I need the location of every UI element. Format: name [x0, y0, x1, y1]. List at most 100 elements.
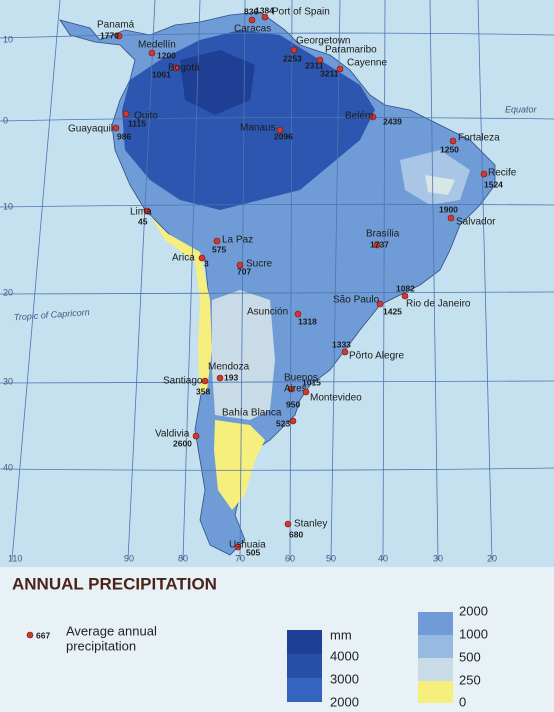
city-dot [302, 388, 310, 396]
city-value: 1524 [484, 179, 503, 189]
semi-arid [212, 290, 275, 420]
very-wet-zone [180, 50, 255, 115]
city-name: Aires [284, 384, 307, 395]
city-dot [373, 241, 381, 249]
city-value: 2096 [274, 131, 293, 141]
city-value: 1015 [302, 377, 321, 387]
meridian [239, 0, 246, 561]
city-name: Arica [172, 253, 195, 264]
legend-label: 3000 [330, 671, 359, 686]
city-dot [172, 64, 180, 72]
lat-label: 10 [3, 34, 13, 44]
city-value: 680 [289, 529, 303, 539]
swatch [418, 612, 453, 635]
city-value: 1770 [100, 30, 119, 40]
city-name: Asunción [247, 307, 288, 318]
swatch [418, 658, 453, 681]
city-value: 505 [246, 547, 260, 557]
meridian [289, 0, 293, 561]
city-dot [192, 432, 200, 440]
city-value: 1082 [396, 283, 415, 293]
legend-label: 0 [459, 694, 466, 709]
swatch [287, 654, 322, 678]
city-name: Paramaribo [325, 45, 377, 56]
city-dot [336, 65, 344, 73]
legend-title: ANNUAL PRECIPITATION [12, 574, 217, 593]
city-dot [284, 520, 292, 528]
meridian [127, 0, 156, 561]
patagonia-dry [214, 420, 265, 510]
city-dot [401, 292, 409, 300]
lat-label: 0 [3, 115, 8, 125]
city-dot [316, 56, 324, 64]
sample-dot [26, 631, 34, 639]
city-name: Rio de Janeiro [406, 299, 471, 310]
parallel [0, 32, 554, 39]
city-name: Montevideo [310, 393, 362, 404]
equator-label: Equator [505, 104, 538, 114]
city-name: Panamá [97, 20, 135, 31]
lon-label: 90 [124, 553, 134, 563]
legend-label: 2000 [459, 603, 488, 618]
city-dot [294, 310, 302, 318]
city-dot [369, 113, 377, 121]
city-name: Guayaquil [68, 124, 113, 135]
city-name: Manaus [240, 123, 276, 134]
meridian [429, 0, 439, 561]
city-dot [122, 110, 130, 118]
city-value: 1250 [440, 144, 459, 154]
city-value: 1318 [298, 316, 317, 326]
lon-label: 30 [433, 553, 443, 563]
city-dot [112, 124, 120, 132]
city-dot [376, 300, 384, 308]
city-dot [290, 46, 298, 54]
city-name: Fortaleza [458, 133, 500, 144]
sample-text: precipitation [66, 638, 136, 653]
city-value: 1200 [157, 50, 176, 60]
city-name: Santiago [163, 376, 203, 387]
city-value: 836 [244, 6, 258, 16]
meridian [182, 0, 201, 561]
city-name: Georgetown [296, 36, 350, 47]
legend-label: 4000 [330, 648, 359, 663]
city-value: 2439 [383, 116, 402, 126]
meridian [11, 0, 61, 561]
city-name: Pôrto Alegre [349, 351, 404, 362]
city-dot [201, 377, 209, 385]
city-value: 1384 [255, 5, 274, 15]
legend-label: 250 [459, 672, 481, 687]
legend-label: 2000 [330, 694, 359, 709]
city-name: Lima [130, 207, 152, 218]
city-name: Bahía Blanca [222, 408, 282, 419]
lat-label: 40 [3, 462, 13, 472]
city-dot [198, 254, 206, 262]
city-dot [216, 374, 224, 382]
city-name: Medellín [138, 40, 176, 51]
city-name: Cayenne [347, 58, 387, 69]
city-value: 1333 [332, 339, 351, 349]
city-value: 707 [237, 266, 251, 276]
city-dot [276, 126, 284, 134]
city-value: 358 [196, 386, 210, 396]
legend-panel [0, 567, 554, 712]
city-name: Caracas [234, 24, 271, 35]
lon-label: 110 [8, 553, 22, 563]
lon-label: 50 [326, 553, 336, 563]
lon-label: 80 [178, 553, 188, 563]
city-dot [148, 49, 156, 57]
lon-label: 60 [285, 553, 295, 563]
lat-label: 10 [3, 201, 13, 211]
city-dot [261, 13, 269, 21]
city-name: Valdivia [155, 429, 190, 440]
city-name: São Paulo [333, 295, 380, 306]
city-dot [447, 214, 455, 222]
city-value: 986 [117, 131, 131, 141]
city-value: 193 [224, 372, 238, 382]
swatch [418, 681, 453, 703]
parallel [0, 117, 554, 122]
city-value: 2311 [305, 60, 324, 70]
city-value: 575 [212, 244, 226, 254]
lat-label: 30 [3, 376, 13, 386]
parallel [0, 203, 554, 208]
city-dot [287, 385, 295, 393]
